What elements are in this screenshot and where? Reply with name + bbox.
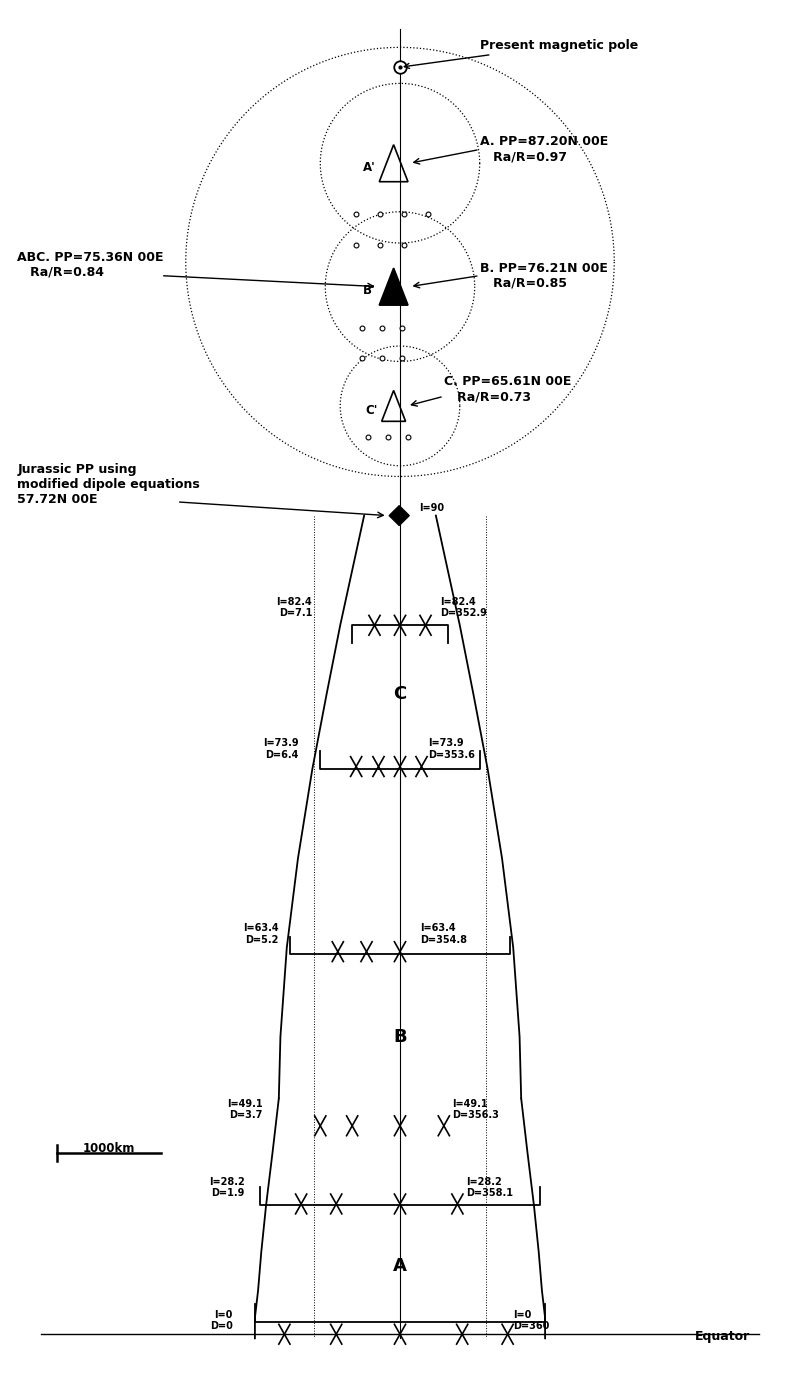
Polygon shape [379,268,408,305]
Text: C': C' [366,404,378,416]
Text: A': A' [362,161,375,173]
Text: I=49.1
D=356.3: I=49.1 D=356.3 [452,1099,498,1120]
Text: C. PP=65.61N 00E
   Ra/R=0.73: C. PP=65.61N 00E Ra/R=0.73 [444,375,571,404]
Text: Equator: Equator [695,1330,750,1344]
Text: I=82.4
D=7.1: I=82.4 D=7.1 [277,596,312,618]
Text: I=82.4
D=352.9: I=82.4 D=352.9 [440,596,486,618]
Text: A: A [393,1257,407,1275]
Text: B': B' [362,284,375,297]
Text: ABC. PP=75.36N 00E
   Ra/R=0.84: ABC. PP=75.36N 00E Ra/R=0.84 [18,250,164,279]
Text: B. PP=76.21N 00E
   Ra/R=0.85: B. PP=76.21N 00E Ra/R=0.85 [480,261,607,290]
Polygon shape [389,506,399,525]
Text: A. PP=87.20N 00E
   Ra/R=0.97: A. PP=87.20N 00E Ra/R=0.97 [480,136,608,164]
Text: I=63.4
D=5.2: I=63.4 D=5.2 [243,923,279,944]
Text: I=0
D=0: I=0 D=0 [210,1309,233,1331]
Text: I=63.4
D=354.8: I=63.4 D=354.8 [420,923,467,944]
Text: I=90: I=90 [419,503,444,514]
Text: B: B [393,1028,407,1046]
Text: I=49.1
D=3.7: I=49.1 D=3.7 [227,1099,263,1120]
Text: 1000km: 1000km [83,1142,135,1156]
Text: Jurassic PP using
modified dipole equations
57.72N 00E: Jurassic PP using modified dipole equati… [18,463,200,506]
Text: I=73.9
D=353.6: I=73.9 D=353.6 [428,738,474,760]
Polygon shape [399,506,410,525]
Text: I=28.2
D=1.9: I=28.2 D=1.9 [209,1176,245,1198]
Text: I=0
D=360: I=0 D=360 [514,1309,550,1331]
Text: I=73.9
D=6.4: I=73.9 D=6.4 [263,738,298,760]
Text: C: C [394,684,406,703]
Text: I=28.2
D=358.1: I=28.2 D=358.1 [466,1176,513,1198]
Text: Present magnetic pole: Present magnetic pole [404,38,638,69]
